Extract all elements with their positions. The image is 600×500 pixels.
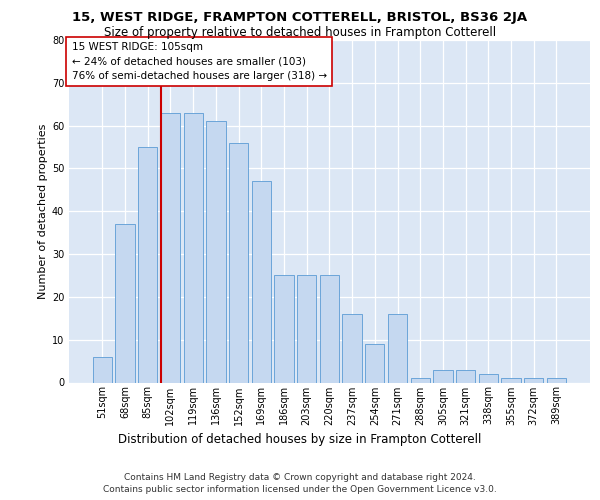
Bar: [115, 224, 134, 382]
Bar: [410, 378, 430, 382]
Bar: [251, 182, 271, 382]
Bar: [388, 314, 407, 382]
Bar: [479, 374, 498, 382]
Bar: [320, 276, 339, 382]
Text: Size of property relative to detached houses in Frampton Cotterell: Size of property relative to detached ho…: [104, 26, 496, 39]
Y-axis label: Number of detached properties: Number of detached properties: [38, 124, 47, 299]
Bar: [92, 357, 112, 382]
Bar: [229, 143, 248, 382]
Bar: [524, 378, 544, 382]
Text: Distribution of detached houses by size in Frampton Cotterell: Distribution of detached houses by size …: [118, 432, 482, 446]
Text: 15 WEST RIDGE: 105sqm
← 24% of detached houses are smaller (103)
76% of semi-det: 15 WEST RIDGE: 105sqm ← 24% of detached …: [71, 42, 327, 80]
Bar: [343, 314, 362, 382]
Text: Contains HM Land Registry data © Crown copyright and database right 2024.
Contai: Contains HM Land Registry data © Crown c…: [103, 473, 497, 494]
Bar: [274, 276, 293, 382]
Bar: [184, 113, 203, 382]
Bar: [433, 370, 452, 382]
Bar: [365, 344, 385, 383]
Bar: [161, 113, 180, 382]
Bar: [547, 378, 566, 382]
Bar: [297, 276, 316, 382]
Bar: [138, 147, 157, 382]
Text: 15, WEST RIDGE, FRAMPTON COTTERELL, BRISTOL, BS36 2JA: 15, WEST RIDGE, FRAMPTON COTTERELL, BRIS…: [73, 11, 527, 24]
Bar: [456, 370, 475, 382]
Bar: [206, 122, 226, 382]
Bar: [502, 378, 521, 382]
